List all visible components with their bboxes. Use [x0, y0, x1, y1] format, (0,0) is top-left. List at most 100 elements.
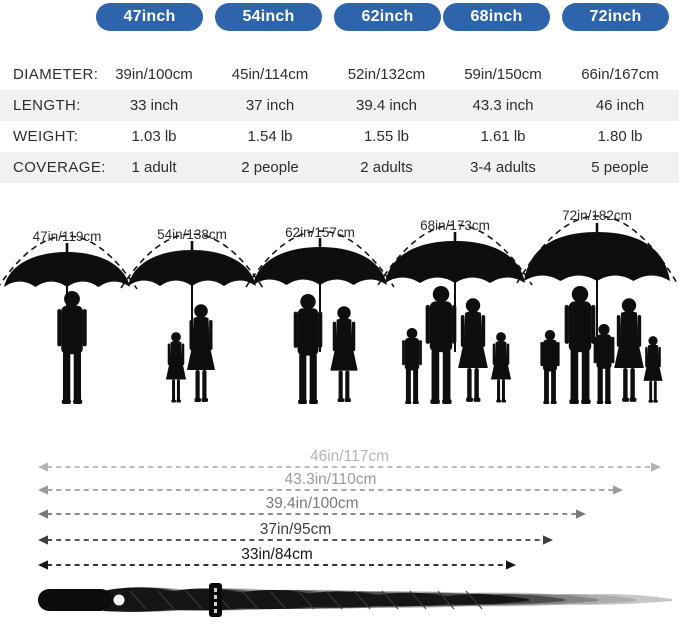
handle-button	[113, 594, 125, 606]
diameter-arc-label: 72in/182cm	[562, 208, 632, 223]
dimension-label: 43.3in/110cm	[285, 471, 377, 488]
spec-cell: 39.4 inch	[356, 97, 417, 114]
umbrella-47inch: 47in/119cm	[0, 229, 138, 404]
length-arrow-33in/84cm: 33in/84cm	[38, 546, 516, 570]
spec-cell: 43.3 inch	[472, 97, 534, 114]
spec-row-label: COVERAGE:	[13, 159, 106, 176]
diameter-arc-label: 62in/157cm	[285, 225, 355, 240]
spec-cell: 1.54 lb	[247, 128, 293, 145]
length-arrow-37in/95cm: 37in/95cm	[38, 521, 553, 545]
arrowhead-right	[543, 535, 553, 545]
people-silhouettes	[165, 304, 215, 403]
spec-cell: 1 adult	[131, 159, 177, 176]
arrowhead-right	[613, 485, 623, 495]
person-man-silhouette	[425, 286, 457, 404]
spec-row-length: LENGTH: 33 inch 37 inch 39.4 inch 43.3 i…	[0, 90, 679, 121]
size-badge-72inch: 72inch	[562, 3, 669, 31]
diameter-dashed-arc	[245, 230, 395, 288]
arrowhead-right	[506, 560, 516, 570]
length-arrow-43.3in/110cm: 43.3in/110cm	[38, 471, 623, 495]
length-diagram: 46in/117cm 43.3in/110cm 39.4in/100cm 37in/9…	[38, 448, 672, 617]
umbrella-canopy	[524, 232, 670, 281]
spec-cell: 39in/100cm	[115, 66, 193, 83]
arrowhead-left	[38, 462, 48, 472]
strap-mark	[214, 602, 217, 606]
fold-texture-line	[437, 590, 455, 610]
length-arrow-46in/117cm: 46in/117cm	[38, 448, 661, 472]
fold-texture-line	[465, 590, 483, 610]
people-silhouettes	[57, 291, 87, 404]
closed-umbrella-illustration	[38, 583, 672, 617]
person-girl-silhouette	[165, 332, 187, 403]
spec-cell: 1.03 lb	[131, 128, 177, 145]
people-silhouettes	[293, 294, 358, 404]
umbrella-62inch: 62in/157cm	[245, 225, 395, 404]
fold-texture-line	[409, 590, 427, 610]
person-man-silhouette	[57, 291, 87, 404]
umbrella-canopy	[253, 247, 387, 285]
spec-row-label: DIAMETER:	[13, 66, 99, 83]
size-badge-68inch: 68inch	[443, 3, 550, 31]
spec-cell: 5 people	[591, 159, 649, 176]
fold-texture-line	[241, 590, 259, 610]
person-man-silhouette	[564, 286, 596, 404]
fold-texture-line	[353, 590, 371, 610]
person-boy-silhouette	[593, 324, 615, 404]
spec-cell: 46 inch	[595, 97, 645, 114]
diameter-dashed-arc	[516, 215, 678, 284]
arrowhead-left	[38, 485, 48, 495]
spec-cell: 3-4 adults	[470, 159, 536, 176]
diameter-arc-label: 54in/138cm	[157, 227, 227, 242]
spec-cell: 1.80 lb	[597, 128, 643, 145]
fold-texture-line	[269, 590, 287, 610]
strap-mark	[214, 588, 217, 592]
people-silhouettes	[402, 286, 512, 404]
spec-cell: 59in/150cm	[464, 66, 542, 83]
person-boy-silhouette	[540, 330, 560, 404]
umbrella-canopy	[385, 241, 525, 283]
person-girl-silhouette	[490, 332, 512, 403]
spec-cell: 52in/132cm	[347, 66, 426, 83]
dimension-label: 39.4in/100cm	[265, 495, 358, 512]
spec-cell: 66in/167cm	[581, 66, 659, 83]
size-badge-54inch: 54inch	[215, 3, 322, 31]
dimension-label: 46in/117cm	[310, 448, 389, 465]
diameter-arc-label: 68in/173cm	[420, 218, 490, 233]
dimension-label: 33in/84cm	[241, 546, 313, 563]
spec-cell: 33 inch	[129, 97, 179, 114]
umbrella-72inch: 72in/182cm	[516, 208, 678, 404]
fold-texture-line	[297, 590, 315, 610]
umbrella-comparison-illustration: 47in/119cm 54in/138cm 62in/157cm 68in/173cm…	[0, 208, 678, 404]
person-girl-silhouette	[643, 336, 663, 403]
person-woman-silhouette	[187, 304, 215, 402]
spec-cell: 45in/114cm	[231, 66, 309, 83]
people-silhouettes	[540, 286, 663, 404]
spec-row-coverage: COVERAGE: 1 adult 2 people 2 adults 3-4 …	[0, 152, 679, 183]
spec-cell: 37 inch	[245, 97, 295, 114]
fold-texture-line	[325, 590, 343, 610]
person-woman-silhouette	[614, 298, 644, 402]
strap-mark	[214, 609, 217, 613]
arrowhead-left	[38, 560, 48, 570]
arrowhead-right	[651, 462, 661, 472]
person-woman-silhouette	[458, 298, 488, 402]
arrowhead-left	[38, 535, 48, 545]
umbrella-68inch: 68in/173cm	[377, 218, 533, 404]
umbrella-canopy	[128, 250, 256, 286]
brand-strap	[209, 583, 222, 617]
diameter-arc-label: 47in/119cm	[33, 229, 102, 244]
arrowhead-left	[38, 509, 48, 519]
strap-mark	[214, 595, 217, 599]
spec-row-diameter: DIAMETER: 39in/100cm 45in/114cm 52in/132…	[0, 59, 679, 90]
fold-texture-line	[129, 590, 147, 610]
umbrella-54inch: 54in/138cm	[120, 227, 264, 403]
spec-row-label: WEIGHT:	[13, 128, 79, 145]
spec-cell: 1.55 lb	[363, 128, 410, 145]
spec-row-weight: WEIGHT: 1.03 lb 1.54 lb 1.55 lb 1.61 lb …	[0, 121, 679, 152]
size-badge-62inch: 62inch	[334, 3, 441, 31]
fold-texture-line	[381, 590, 399, 610]
dimension-label: 37in/95cm	[260, 521, 332, 538]
fold-texture-line	[185, 590, 203, 610]
diameter-dashed-arc	[377, 224, 533, 286]
